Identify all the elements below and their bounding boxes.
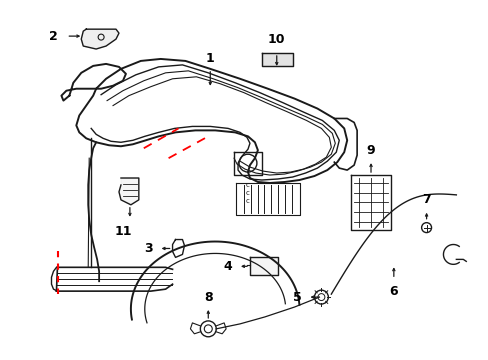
Text: c: c bbox=[245, 182, 249, 188]
Polygon shape bbox=[249, 257, 277, 275]
Polygon shape bbox=[119, 178, 139, 205]
Polygon shape bbox=[262, 53, 292, 66]
Text: 6: 6 bbox=[389, 285, 397, 298]
Text: 5: 5 bbox=[293, 291, 302, 303]
Text: 10: 10 bbox=[267, 33, 285, 46]
Text: 11: 11 bbox=[114, 225, 131, 238]
Text: 3: 3 bbox=[144, 242, 153, 255]
Text: 1: 1 bbox=[205, 53, 214, 66]
Text: 4: 4 bbox=[224, 260, 232, 273]
Text: 9: 9 bbox=[366, 144, 375, 157]
Text: 8: 8 bbox=[203, 291, 212, 303]
Text: 2: 2 bbox=[49, 30, 58, 42]
Text: c: c bbox=[245, 198, 249, 204]
Polygon shape bbox=[81, 29, 119, 49]
Text: c: c bbox=[245, 190, 249, 196]
Text: 7: 7 bbox=[421, 193, 430, 206]
